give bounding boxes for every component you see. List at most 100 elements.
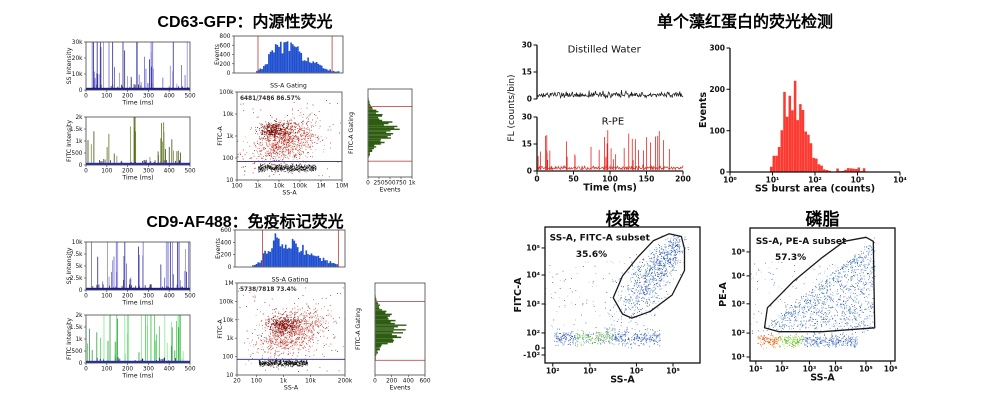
- y-tick-label: 1k: [75, 139, 83, 145]
- x-tick-label: 200: [122, 93, 133, 99]
- y-tick-label: 10¹: [731, 353, 745, 362]
- y-tick-label: 10²: [526, 329, 540, 338]
- x-tick-label: 10⁴: [829, 364, 843, 373]
- x-axis-label: SS-A: [284, 384, 299, 391]
- y-axis-label: FITC Intensity: [66, 318, 73, 360]
- x-tick-label: 10⁶: [884, 364, 898, 373]
- section-title-phospho: 磷脂: [805, 210, 840, 229]
- shared-axis-label: FL (counts/bin): [507, 74, 517, 141]
- histogram-bars: [368, 97, 400, 163]
- y-axis-label: FITC-A: [513, 277, 524, 313]
- x-tick-label: 50: [568, 174, 578, 183]
- x-tick-label: 0: [373, 378, 377, 384]
- x-tick-label: 400: [403, 378, 414, 384]
- ss-burst-hist: 10⁰ 10¹ 10² 10³ 10⁴ 300 200 100 0 SS burst area (…: [698, 44, 907, 195]
- cd63-ssa-gating-hist: 800 600 400 200 0 SS-A Gating Events: [214, 34, 344, 89]
- nucleic-scatter: 10² 10³ 10⁴ 10⁵ 10⁵ 10⁴ 10³ 10² 0-10² SS-A FITC-A S…: [513, 226, 701, 386]
- y-tick-label: 10⁵: [526, 244, 540, 253]
- scatter-points: [765, 245, 875, 330]
- plot-frame: [233, 35, 344, 74]
- x-axis-label: Time (ms): [121, 299, 153, 306]
- scatter-points: [612, 233, 689, 323]
- plot-frame: [85, 241, 191, 291]
- scatter-points: [802, 332, 858, 349]
- x-axis-label: Events: [390, 384, 411, 391]
- y-tick-label: 100: [709, 126, 725, 135]
- x-tick-label: 100k: [293, 183, 308, 189]
- x-tick-label: 500: [184, 293, 195, 299]
- plot-frame: [85, 41, 191, 91]
- x-tick-label: 10⁴: [630, 366, 644, 375]
- x-tick-label: 10²: [808, 175, 822, 184]
- scatter-points: [258, 163, 317, 174]
- y-tick-label: 600: [219, 43, 230, 49]
- gate-polygon: [763, 236, 876, 333]
- y-tick-label: 400: [219, 53, 230, 59]
- y-tick-label: 10: [226, 373, 234, 379]
- section-title-nucleic: 核酸: [605, 210, 640, 229]
- y-axis-label: SS Intensity: [66, 247, 73, 284]
- x-tick-label: 400: [164, 93, 175, 99]
- cd9-ss-trace: 0 100 200 300 400 500 10k 7.5k 5k 2.5k 0 Time (ms) S…: [66, 240, 196, 306]
- x-tick-label: 1k: [408, 180, 416, 186]
- y-axis-label: FITC-A: [217, 126, 224, 146]
- y-tick-label: 10k: [72, 240, 83, 246]
- x-tick-label: 100: [251, 378, 262, 384]
- plot-frame: [367, 88, 413, 178]
- x-tick-label: 10¹: [749, 364, 763, 373]
- x-axis-label: SS-A: [810, 373, 835, 384]
- x-tick-label: 1k: [254, 183, 262, 189]
- y-tick-label: 2.5k: [70, 276, 83, 282]
- y-tick-label: 1k: [226, 134, 234, 140]
- x-tick-label: 500: [184, 168, 195, 174]
- x-tick-label: 300: [143, 93, 154, 99]
- x-tick-label: 10¹: [766, 175, 780, 184]
- y-tick-label: 2k: [75, 313, 83, 319]
- scatter-points: [779, 334, 803, 349]
- y-tick-label: 10k: [223, 318, 234, 324]
- x-tick-label: 400: [164, 366, 175, 372]
- x-tick-label: 10k: [274, 183, 285, 189]
- plot-frame: [544, 226, 701, 364]
- x-tick-label: 500: [184, 366, 195, 372]
- x-tick-label: 300: [143, 168, 154, 174]
- plot-label: SS-A, PE-A subset: [756, 237, 847, 247]
- section-title-cd9: CD9-AF488：免疫标记荧光: [146, 214, 344, 231]
- scatter-points: [758, 334, 780, 347]
- y-tick-label: -10²: [523, 351, 540, 360]
- x-tick-label: 200: [122, 293, 133, 299]
- x-axis-label: SS-A: [282, 189, 297, 196]
- y-axis-label: FITC-A: [217, 319, 224, 339]
- scatter-points: [554, 328, 661, 347]
- y-axis-label: PE-A: [718, 281, 729, 306]
- x-tick-label: 100: [231, 183, 242, 189]
- x-axis-label: SS burst area (counts): [755, 184, 875, 195]
- x-tick-label: 0: [84, 293, 88, 299]
- cd63-scatter: 6481/7486 86.57% 100 1k 10k 100k 1M 10M 100k 10k…: [217, 90, 348, 196]
- y-tick-label: 10⁵: [731, 248, 745, 257]
- scatter-points: [617, 238, 681, 331]
- y-tick-label: 0: [79, 163, 83, 169]
- y-tick-label: 30k: [72, 40, 83, 46]
- x-tick-label: 10⁰: [723, 175, 737, 184]
- y-tick-label: 200: [219, 62, 230, 68]
- plot-label: SS-A, FITC-A subset: [550, 234, 651, 244]
- x-tick-label: 10³: [583, 366, 597, 375]
- scatter-points: [750, 261, 846, 334]
- y-tick-label: 200: [709, 85, 725, 94]
- histogram-bars: [252, 233, 339, 267]
- gate-annotation: 5738/7818 73.4%: [240, 287, 297, 293]
- y-axis-label: FITC-A Gating: [355, 308, 362, 350]
- y-tick-label: 10: [226, 178, 234, 184]
- y-tick-label: 500: [71, 349, 82, 355]
- x-axis-label: SS-A: [610, 375, 635, 386]
- scatter-points: [545, 261, 654, 336]
- histogram-bars: [769, 80, 866, 172]
- plot-frame: [236, 282, 346, 376]
- trace-baseline: [86, 162, 190, 165]
- section-title-rpe: 单个藻红蛋白的荧光检测: [656, 14, 833, 31]
- y-tick-label: 500: [71, 151, 82, 157]
- x-axis-label: Events: [380, 186, 401, 193]
- y-tick-label: 10⁴: [526, 271, 540, 280]
